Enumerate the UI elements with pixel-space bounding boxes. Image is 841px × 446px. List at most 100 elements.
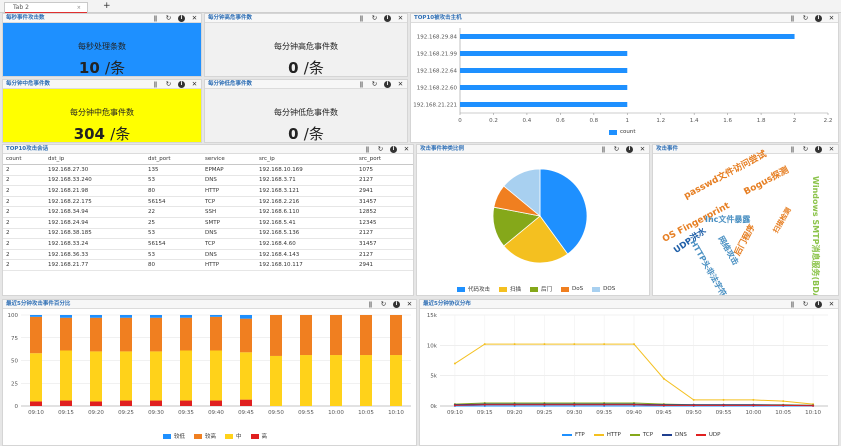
panel-toolbar: ǁ ↻ i ✕: [600, 145, 646, 154]
pause-icon[interactable]: ǁ: [790, 300, 795, 308]
pause-icon[interactable]: ǁ: [790, 145, 795, 153]
info-icon[interactable]: i: [384, 15, 391, 22]
close-icon[interactable]: ✕: [828, 300, 835, 308]
table-row[interactable]: 2 192.168.38.185 53 DNS 192.168.5.136 2127: [3, 228, 413, 240]
legend-item[interactable]: 较低: [163, 432, 185, 440]
refresh-icon[interactable]: ↻: [802, 14, 809, 22]
legend-item[interactable]: DOS: [592, 286, 615, 292]
column-header[interactable]: dst_port: [145, 154, 202, 166]
close-icon[interactable]: ✕: [397, 14, 404, 22]
legend-item[interactable]: FTP: [562, 432, 585, 438]
x-tick-label: 09:55: [716, 410, 732, 416]
column-header[interactable]: dst_ip: [45, 154, 145, 166]
table-cell: 12852: [356, 206, 413, 219]
table-row[interactable]: 2 192.168.33.240 53 DNS 192.168.3.71 2127: [3, 175, 413, 187]
refresh-icon[interactable]: ↻: [802, 300, 809, 308]
refresh-icon[interactable]: ↻: [371, 80, 378, 88]
tab-bar: Tab 2 × +: [0, 0, 841, 13]
legend-swatch: [250, 433, 259, 439]
legend-item[interactable]: 后门: [530, 285, 552, 293]
info-icon[interactable]: i: [815, 301, 822, 308]
info-icon[interactable]: i: [390, 146, 397, 153]
refresh-icon[interactable]: ↻: [377, 145, 384, 153]
table-row[interactable]: 2 192.168.22.175 56154 TCP 192.168.2.216 3145…: [3, 196, 413, 208]
table-cell: 2: [3, 196, 45, 208]
panel-mid-risk: 每分钟中危事件数 ǁ ↻ i ✕ 每分钟中危事件数 304 /条: [2, 79, 202, 143]
info-icon[interactable]: i: [626, 146, 633, 153]
close-icon[interactable]: ✕: [191, 14, 198, 22]
tab-active-indicator: [5, 12, 87, 13]
legend-item[interactable]: DoS: [561, 286, 583, 292]
legend-item[interactable]: 较高: [194, 432, 216, 440]
pause-icon[interactable]: ǁ: [153, 80, 158, 88]
info-icon[interactable]: i: [178, 81, 185, 88]
legend-item[interactable]: 中: [225, 432, 242, 440]
refresh-icon[interactable]: ↻: [613, 145, 620, 153]
legend-item[interactable]: count: [609, 129, 636, 135]
legend-item[interactable]: UDP: [695, 432, 720, 438]
column-header[interactable]: service: [202, 154, 256, 166]
pause-icon[interactable]: ǁ: [368, 300, 373, 308]
table-row[interactable]: 2 192.168.27.30 135 EPMAP 192.168.10.169 1075: [3, 164, 413, 176]
close-icon[interactable]: ✕: [403, 145, 410, 153]
legend-item[interactable]: 代码攻击: [457, 285, 490, 293]
word-cloud-term[interactable]: passwd文件访问尝试: [682, 149, 769, 202]
x-tick-label: 10:10: [388, 410, 404, 416]
table-cell: 2: [3, 259, 45, 272]
column-header[interactable]: src_port: [356, 154, 413, 166]
refresh-icon[interactable]: ↻: [165, 14, 172, 22]
close-icon[interactable]: ✕: [191, 80, 198, 88]
legend-item[interactable]: TCP: [629, 432, 653, 438]
refresh-icon[interactable]: ↻: [802, 145, 809, 153]
table-row[interactable]: 2 192.168.36.33 53 DNS 192.168.4.143 2127: [3, 249, 413, 261]
y-tick-label: 5k: [430, 374, 437, 380]
column-header[interactable]: src_ip: [256, 154, 356, 166]
close-icon[interactable]: ✕: [828, 14, 835, 22]
panel-header: TOP10攻击会话 ǁ ↻ i ✕: [3, 145, 413, 154]
table-cell: 192.168.4.143: [256, 249, 356, 261]
legend-item[interactable]: 高: [250, 432, 267, 440]
bar-segment: [120, 351, 132, 401]
table-cell: 2: [3, 249, 45, 261]
word-cloud-term[interactable]: 扫描检测: [771, 206, 793, 235]
word-cloud-term[interactable]: Windows SMTP消息服务(BDAT): [811, 176, 820, 296]
table-row[interactable]: 2 192.168.34.94 22 SSH 192.168.6.110 12852: [3, 206, 413, 219]
legend-label: 扫描: [510, 287, 522, 293]
panel-title: 每秒事件攻击数: [6, 15, 45, 21]
pause-icon[interactable]: ǁ: [153, 14, 158, 22]
table-row[interactable]: 2 192.168.24.94 25 SMTP 192.168.5.41 12345: [3, 217, 413, 229]
pause-icon[interactable]: ǁ: [359, 80, 364, 88]
pause-icon[interactable]: ǁ: [359, 14, 364, 22]
pause-icon[interactable]: ǁ: [601, 145, 606, 153]
info-icon[interactable]: i: [178, 15, 185, 22]
bar: [460, 102, 628, 107]
word-cloud-term[interactable]: Inc文件暴露: [705, 215, 751, 224]
refresh-icon[interactable]: ↻: [165, 80, 172, 88]
column-header[interactable]: count: [3, 154, 45, 166]
info-icon[interactable]: i: [384, 81, 391, 88]
close-icon[interactable]: ✕: [639, 145, 646, 153]
refresh-icon[interactable]: ↻: [380, 300, 387, 308]
data-point: [782, 400, 785, 403]
legend-item[interactable]: DNS: [662, 432, 687, 438]
info-icon[interactable]: i: [393, 301, 400, 308]
refresh-icon[interactable]: ↻: [371, 14, 378, 22]
add-tab-button[interactable]: +: [103, 1, 111, 11]
legend-item[interactable]: HTTP: [593, 432, 621, 438]
table-row[interactable]: 2 192.168.21.98 80 HTTP 192.168.3.121 2941: [3, 185, 413, 197]
pause-icon[interactable]: ǁ: [790, 14, 795, 22]
info-icon[interactable]: i: [815, 146, 822, 153]
y-tick-label: 192.168.29.84: [417, 35, 458, 41]
legend-swatch: [593, 434, 604, 436]
close-icon[interactable]: ✕: [397, 80, 404, 88]
legend-item[interactable]: 扫描: [499, 285, 521, 293]
x-tick-label: 09:40: [626, 410, 642, 416]
table-row[interactable]: 2 192.168.21.77 80 HTTP 192.168.10.117 2941: [3, 259, 413, 272]
pause-icon[interactable]: ǁ: [365, 145, 370, 153]
close-icon[interactable]: ✕: [406, 300, 413, 308]
info-icon[interactable]: i: [815, 15, 822, 22]
table-row[interactable]: 2 192.168.33.24 56154 TCP 192.168.4.60 31457: [3, 238, 413, 250]
close-tab-icon[interactable]: ×: [76, 5, 81, 11]
close-icon[interactable]: ✕: [828, 145, 835, 153]
tab-2[interactable]: Tab 2 ×: [4, 2, 88, 13]
